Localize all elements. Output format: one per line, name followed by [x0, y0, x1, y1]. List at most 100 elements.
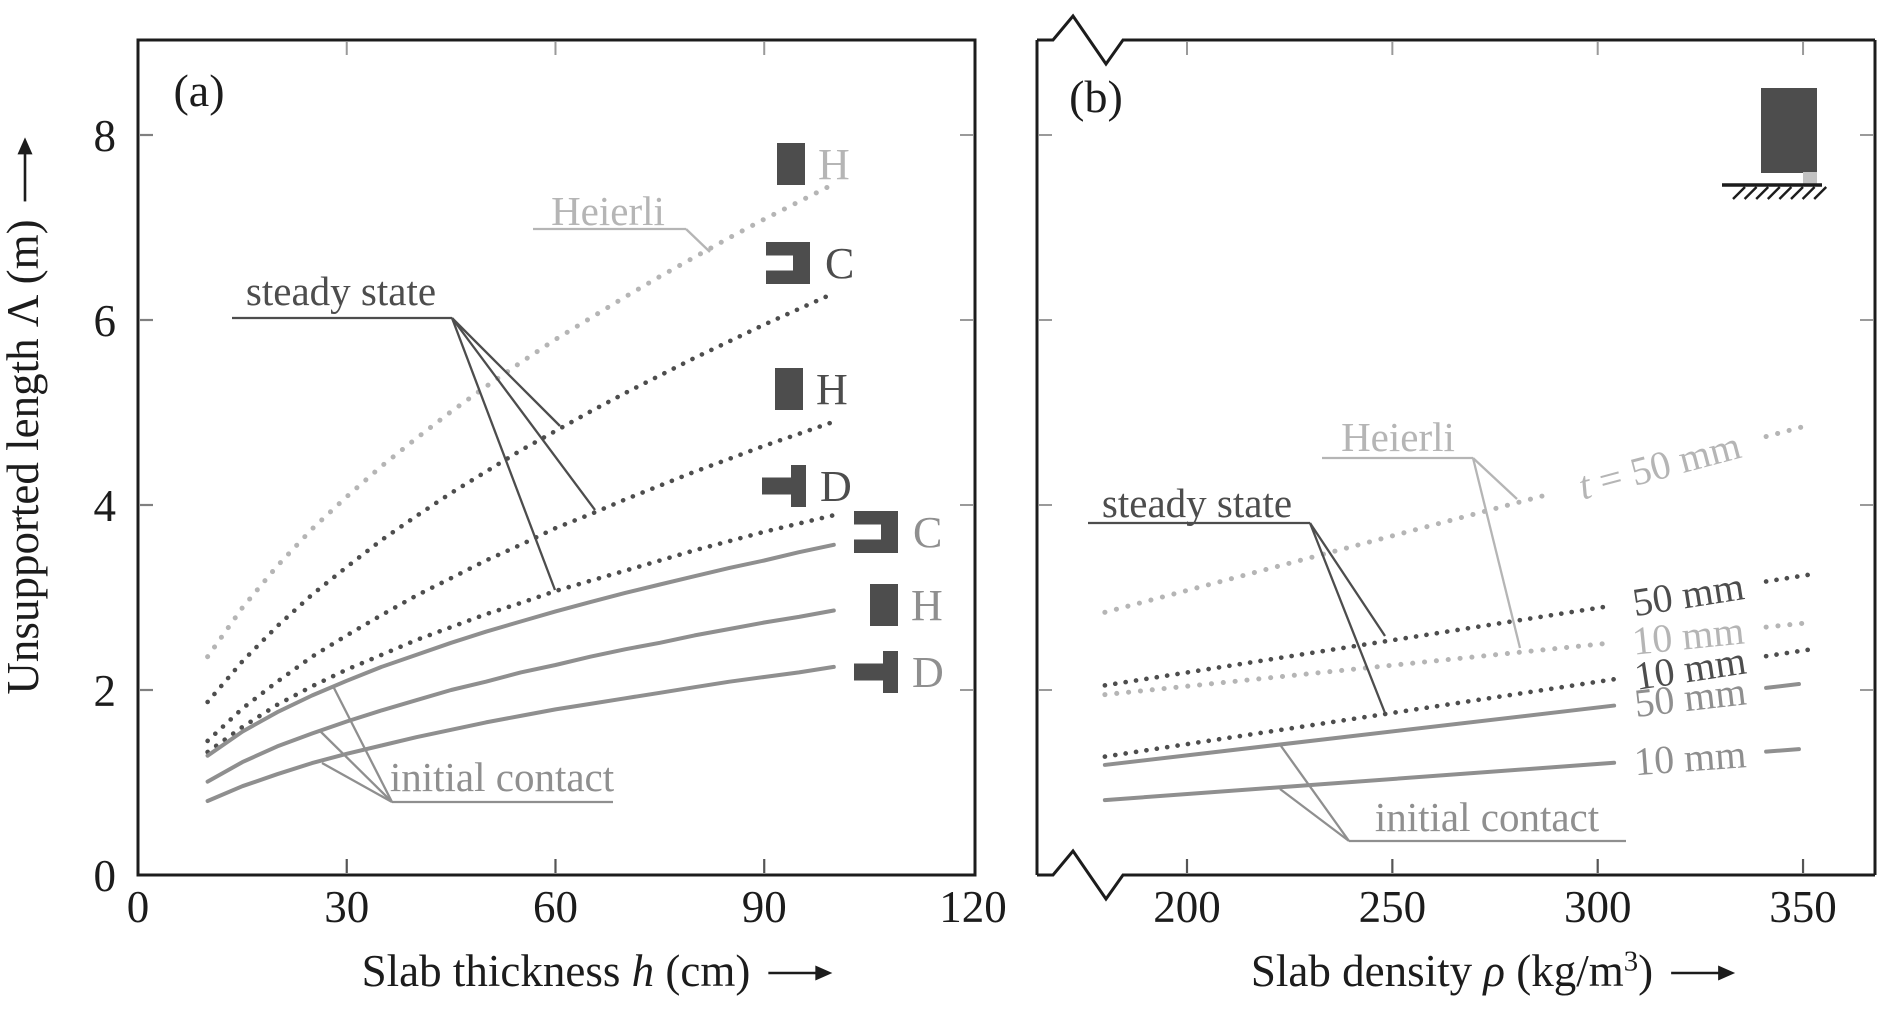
panel-a-heierli-label-leader-0 [685, 228, 711, 253]
panel-a-initial-contact-label: initial contact [318, 687, 615, 804]
ground-hatch-6 [1801, 186, 1816, 200]
panel-b-ticks: 200 250 300 350 [1039, 42, 1873, 932]
curve-initial-contact-D [205, 664, 836, 803]
h-glyph [870, 584, 898, 626]
curve-initial-contact-C [205, 542, 836, 758]
slab-type-letter-2: H [816, 365, 848, 414]
h-glyph [777, 143, 805, 185]
panel-b-initial-contact-label-text: initial contact [1375, 794, 1600, 840]
y-axis-title: Unsupported length Λ (m) [0, 137, 48, 695]
x-tick-label-120: 120 [939, 882, 1007, 932]
panel-b-initial-contact-label: initial contact [1279, 745, 1626, 843]
panel-b-bottom-edge-axis-break [1037, 848, 1875, 902]
slab-type-c-icon: C [766, 239, 854, 288]
ground-hatch-2 [1755, 186, 1770, 200]
slab-type-letter-6: D [912, 648, 944, 697]
right-arrow-icon [1718, 965, 1736, 981]
weak-layer-rect [1803, 172, 1817, 185]
x-tick-label-300: 300 [1564, 882, 1632, 932]
line-heierli-10mm [1102, 640, 1613, 698]
slab-type-letter-4: C [913, 508, 942, 557]
panel-a-steady-state-label-leader-0 [451, 317, 561, 427]
line-heierli-10mm-trail [1763, 619, 1814, 630]
panel-a-title: (a) [173, 65, 224, 116]
ground-hatch-4 [1778, 186, 1793, 200]
panel-a-steady-state-label-leader-1 [451, 317, 596, 511]
panel-a-ticks [140, 42, 973, 873]
panel-b-steady-state-label-leader-0 [1309, 522, 1386, 637]
line-initial-contact-10mm [1102, 760, 1617, 803]
line-initial-contact-50mm [1102, 703, 1617, 767]
ground-hatch-3 [1766, 186, 1781, 200]
panel-a-x-axis-title-text: Slab thickness h (cm) [362, 946, 751, 996]
y-tick-label-2: 2 [94, 666, 117, 716]
slab-rect [1761, 88, 1817, 173]
x-tick-label-200: 200 [1153, 882, 1221, 932]
curve-steady-state-D [205, 512, 837, 755]
panel-b-title: (b) [1069, 71, 1123, 122]
ground-hatch-1 [1743, 186, 1758, 200]
panel-a-initial-contact-label-text: initial contact [390, 754, 615, 800]
panel-a-steady-state-label-text: steady state [246, 268, 436, 314]
c-glyph [854, 511, 898, 553]
slab-type-letter-1: C [825, 239, 854, 288]
slab-type-d-icon: D [762, 462, 852, 511]
panel-a-tick-labels: 0 30 60 90 120 0 2 4 6 8 [94, 111, 1007, 932]
line-label-heierli-t-50mm-text: t = 50 mm [1573, 422, 1745, 508]
panel-b-top-edge-axis-break [1037, 13, 1875, 67]
curve-steady-state-C [205, 290, 837, 705]
line-steady-state-10mm-trail [1763, 646, 1814, 659]
panel-b-heierli-label-leader-0 [1472, 457, 1518, 500]
slab-type-h-icon: H [777, 140, 850, 189]
x-tick-label-350: 350 [1769, 882, 1837, 932]
panel-a-initial-contact-label-leader-0 [332, 687, 394, 803]
panel-b-initial-contact-label-leader-1 [1279, 788, 1350, 842]
line-initial-contact-50mm-trail [1764, 682, 1801, 690]
line-steady-state-10mm [1102, 676, 1617, 759]
slab-type-letter-5: H [911, 581, 943, 630]
panel-a-frame [136, 38, 977, 877]
panel-a-x-axis-title: Slab thickness h (cm) [362, 946, 833, 996]
d-glyph-post [791, 465, 806, 507]
panel-a-heierli-label: Heierli [533, 188, 711, 253]
slab-type-letter-0: H [818, 140, 850, 189]
slab-type-c-icon: C [854, 508, 942, 557]
h-glyph [775, 368, 803, 410]
ground-hatch-0 [1732, 186, 1746, 200]
x-tick-label-90: 90 [742, 882, 787, 932]
right-arrow-icon [815, 965, 833, 981]
y-tick-label-8: 8 [94, 111, 117, 161]
curve-initial-contact-H [205, 608, 836, 784]
slab-on-weak-layer-icon [1722, 88, 1828, 200]
curve-steady-state-H [205, 419, 837, 744]
x-tick-label-0: 0 [127, 882, 150, 932]
right-arrow-icon [17, 137, 33, 155]
panel-b-initial-contact-label-leader-0 [1280, 745, 1350, 842]
panel-b-steady-state-label-text: steady state [1102, 480, 1292, 526]
panel-b-x-axis-title-text: Slab density ρ (kg/m3) [1251, 946, 1653, 996]
panel-a-curves [205, 181, 837, 803]
panel-a-steady-state-label-leader-2 [450, 317, 557, 591]
slab-type-letter-3: D [820, 462, 852, 511]
y-tick-label-6: 6 [94, 296, 117, 346]
d-glyph-post [883, 651, 898, 693]
panel-a-steady-state-label: steady state [232, 268, 596, 591]
y-tick-label-0: 0 [94, 851, 117, 901]
panel-b-steady-state-label-leader-1 [1308, 522, 1387, 714]
x-tick-label-250: 250 [1359, 882, 1427, 932]
line-steady-state-50mm-trail [1763, 572, 1814, 584]
panel-a: 0 30 60 90 120 0 2 4 6 8 Heierli steady state initia… [0, 38, 1007, 996]
y-tick-label-4: 4 [94, 481, 117, 531]
c-glyph [766, 242, 810, 284]
panel-b-heierli-label: Heierli [1322, 414, 1522, 649]
slab-type-h-icon: H [870, 581, 943, 630]
x-tick-label-30: 30 [324, 882, 369, 932]
slab-type-d-icon: D [854, 648, 944, 697]
line-label-heierli-t-50mm: t = 50 mm [1573, 422, 1745, 508]
panel-a-initial-contact-label-leader-1 [318, 729, 393, 803]
